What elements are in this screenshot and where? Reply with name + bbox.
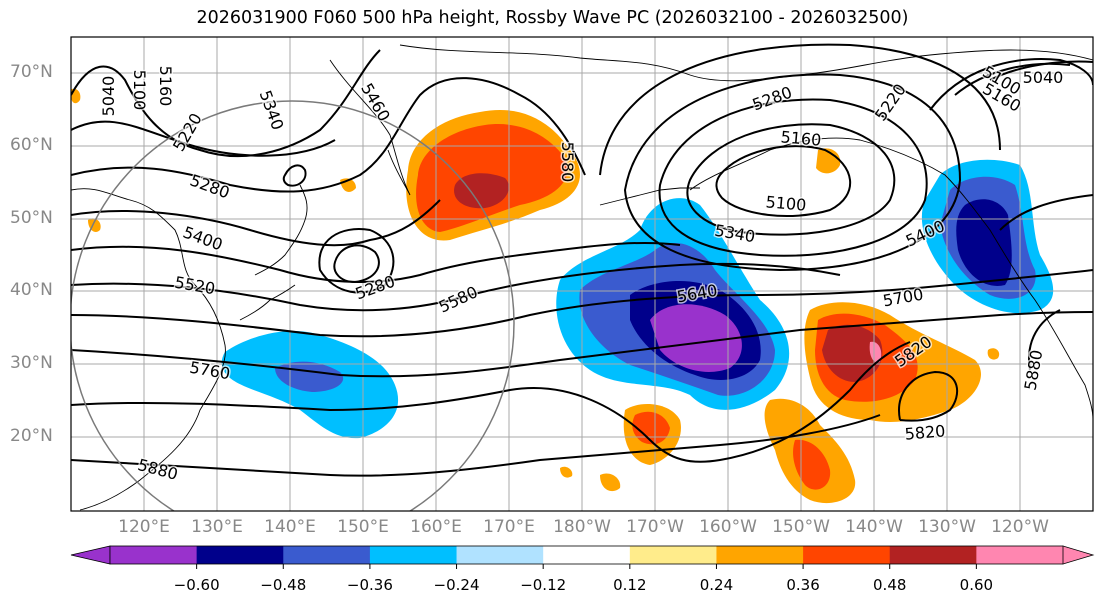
latitude-label: 60°N <box>10 135 53 155</box>
colorbar-segment <box>456 546 544 564</box>
height-contours <box>71 43 1093 477</box>
contour-label: 5040 <box>1023 68 1064 87</box>
latitude-label: 30°N <box>10 353 53 373</box>
longitude-label: 160°E <box>410 517 462 537</box>
latitude-label: 50°N <box>10 208 53 228</box>
colorbar-tick-label: −0.24 <box>433 576 480 594</box>
longitude-label: 170°W <box>626 517 684 537</box>
latitude-label: 20°N <box>10 426 53 446</box>
longitude-label: 150°W <box>772 517 830 537</box>
longitude-label: 140°E <box>264 517 316 537</box>
colorbar <box>70 545 1095 569</box>
contour-label: 5820 <box>904 421 946 443</box>
colorbar-tick-label: −0.48 <box>260 576 307 594</box>
colorbar-extend-max <box>1062 545 1095 565</box>
map-title: 2026031900 F060 500 hPa height, Rossby W… <box>196 8 909 28</box>
colorbar-tick-label: −0.36 <box>346 576 393 594</box>
longitude-label: 130°W <box>918 517 976 537</box>
colorbar-segment <box>889 546 977 564</box>
colorbar-segment <box>976 546 1064 564</box>
colorbar-segment <box>803 546 891 564</box>
colorbar-tick-label: −0.60 <box>173 576 220 594</box>
longitude-label: 120°E <box>118 517 170 537</box>
colorbar-tick-label: 0.48 <box>873 576 907 594</box>
contour-label: 5160 <box>780 127 822 149</box>
coastline-aleutians <box>599 187 700 206</box>
colorbar-tick-label: 0.60 <box>959 576 994 594</box>
colorbar-segment <box>716 546 804 564</box>
longitude-label: 120°W <box>991 517 1049 537</box>
colorbar-tick-label: 0.12 <box>613 576 647 594</box>
longitude-label: 180°W <box>553 517 611 537</box>
colorbar-tick-label: 0.24 <box>699 576 734 594</box>
colorbar-segment <box>369 546 458 564</box>
latitude-label: 70°N <box>10 62 53 82</box>
colorbar-extend-min <box>70 545 111 565</box>
contour-label: 5160 <box>156 66 175 107</box>
colorbar-segment <box>110 546 198 564</box>
colorbar-segment <box>283 546 371 564</box>
coastline-kamchatka <box>329 59 411 196</box>
colorbar-tick-label: −0.12 <box>520 576 567 594</box>
longitude-label: 160°W <box>699 517 757 537</box>
coastline-asia <box>71 188 226 511</box>
longitude-label: 140°W <box>845 517 903 537</box>
colorbar-segment <box>196 546 284 564</box>
latitude-label: 40°N <box>10 280 53 300</box>
longitude-label: 170°E <box>483 517 535 537</box>
great-circle-outline <box>71 100 515 511</box>
contour-label: 5580 <box>558 142 577 183</box>
colorbar-tick-label: 0.36 <box>786 576 820 594</box>
contour-label: 5100 <box>130 70 149 111</box>
colorbar-segment <box>629 546 717 564</box>
contour-label: 5100 <box>765 192 807 214</box>
colorbar-segment <box>543 546 631 564</box>
map-frame <box>70 36 1094 512</box>
coastlines <box>71 44 1093 511</box>
longitude-label: 130°E <box>191 517 243 537</box>
longitude-label: 150°E <box>337 517 389 537</box>
coastline-siberia-alaska <box>399 44 1093 82</box>
contour-label: 5040 <box>99 76 118 117</box>
